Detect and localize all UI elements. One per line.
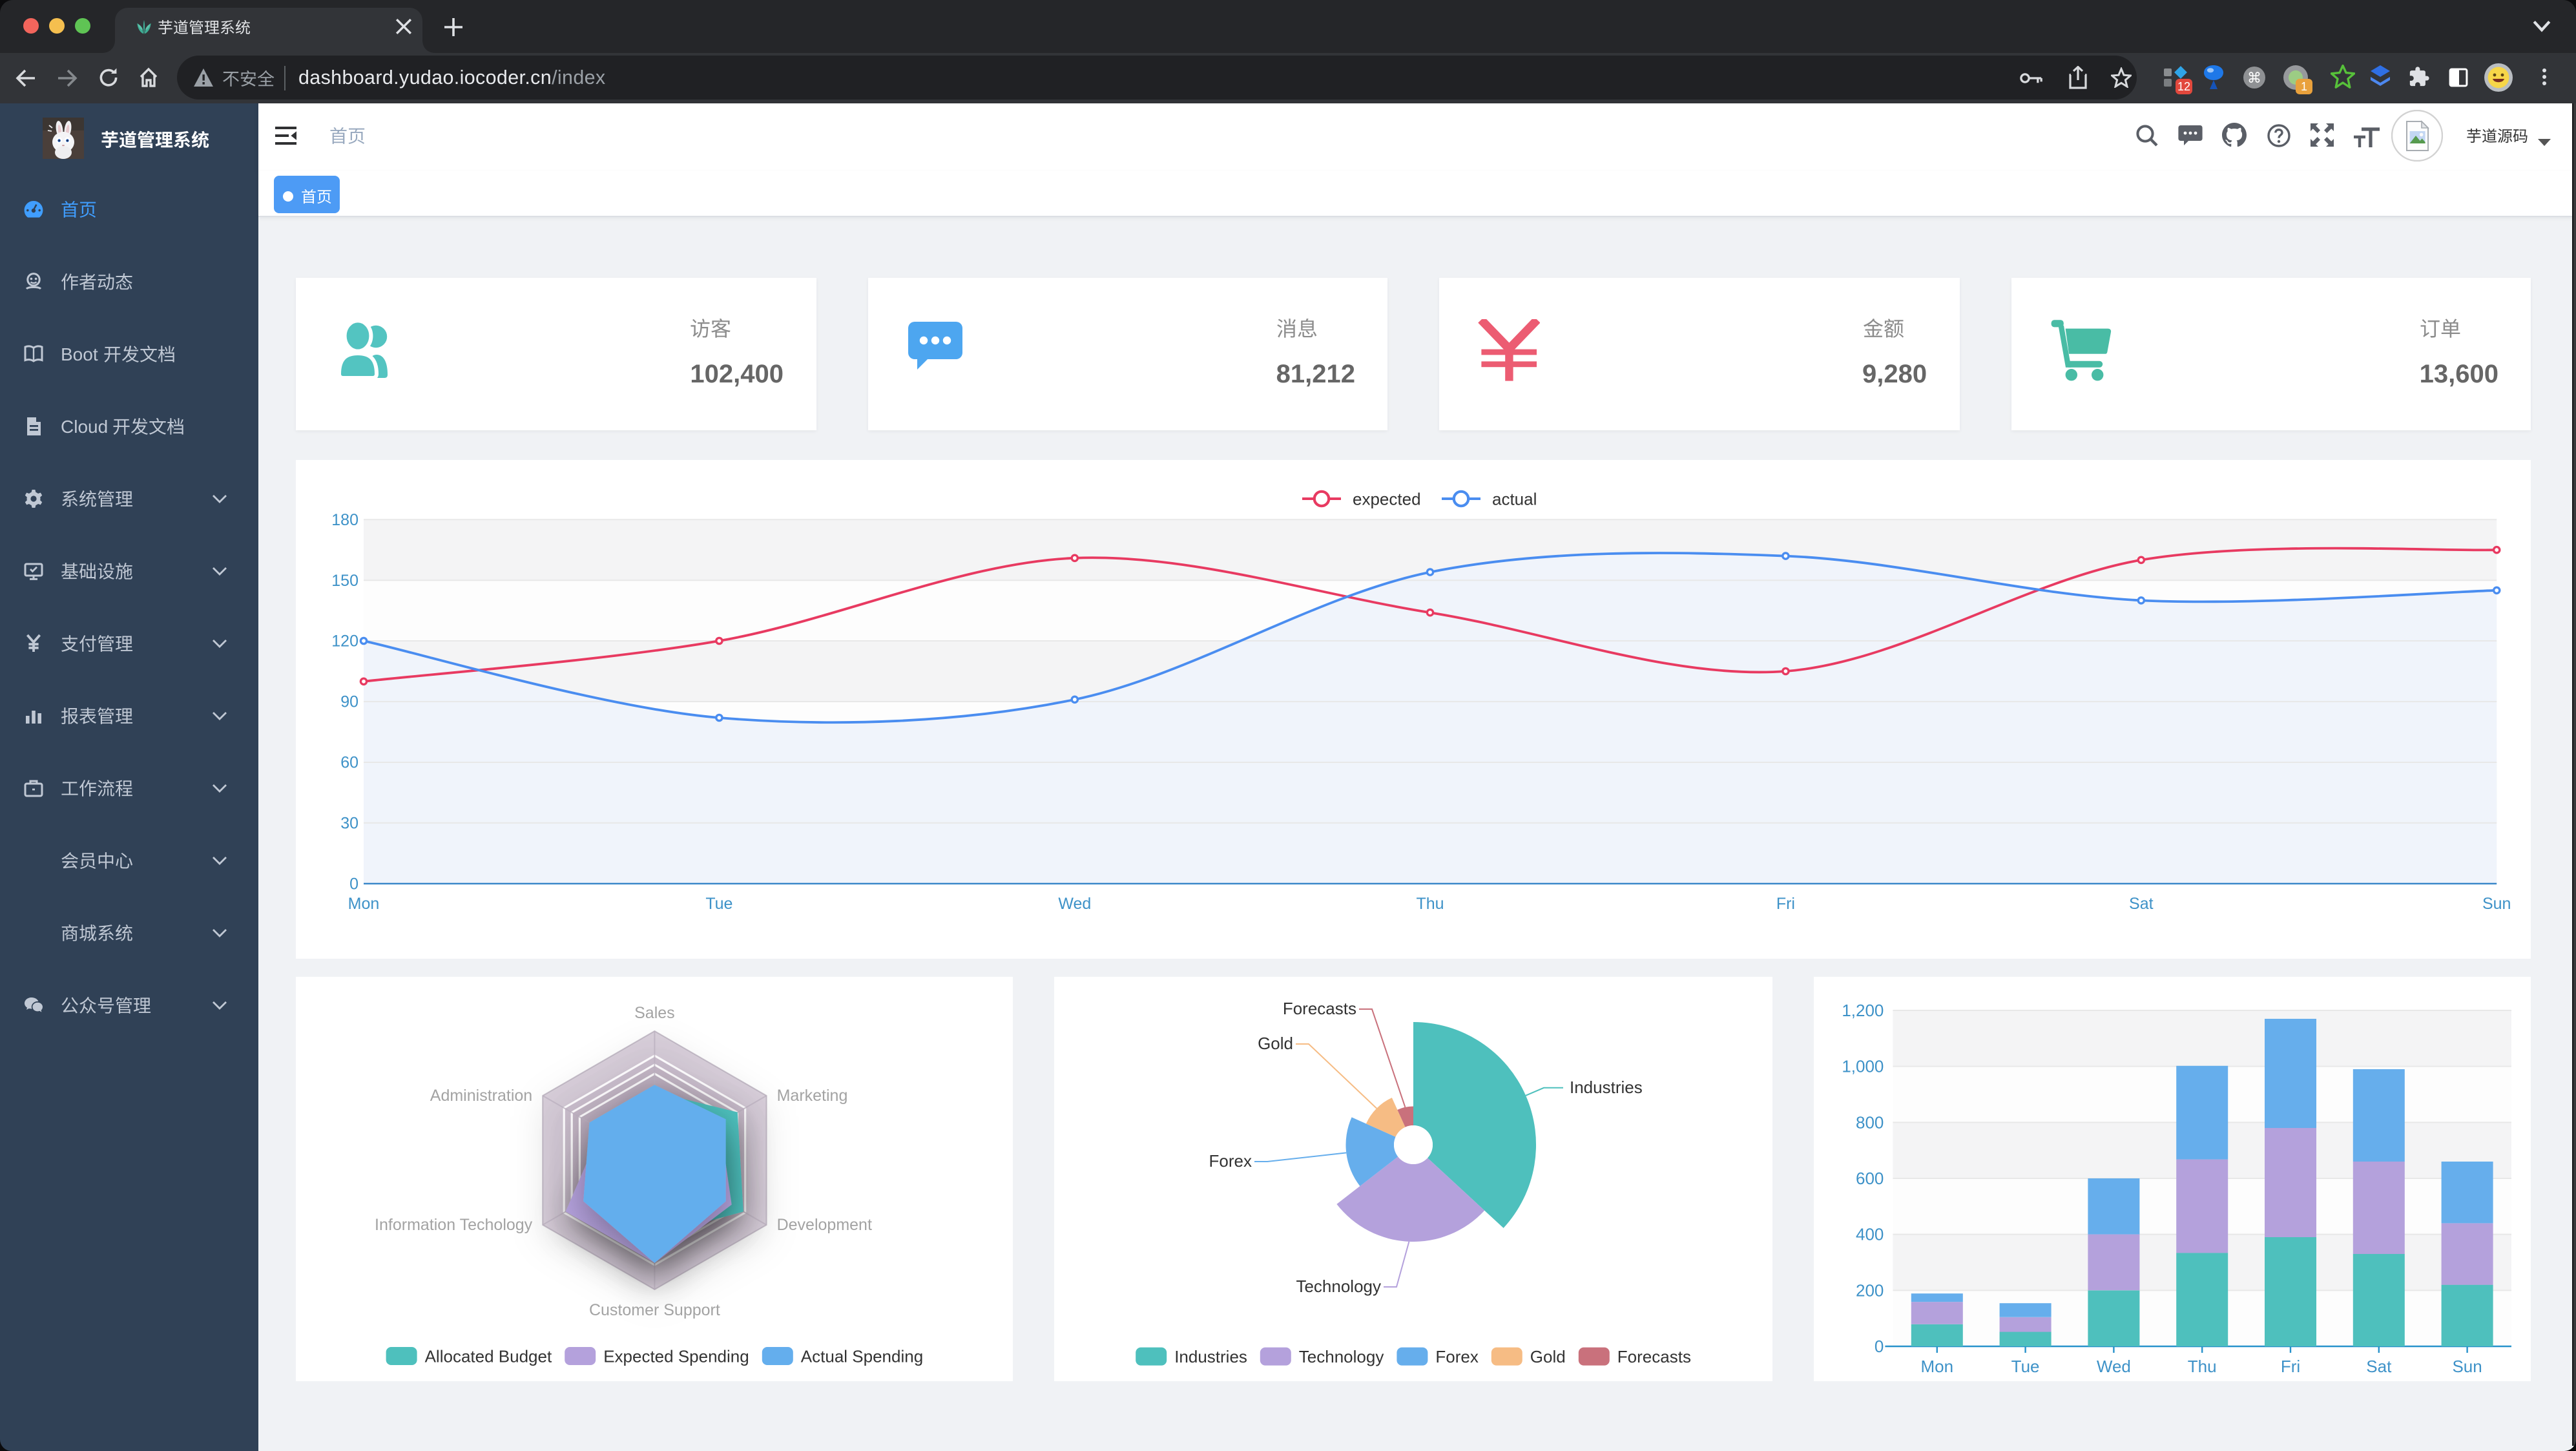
svg-text:Industries: Industries <box>1174 1347 1247 1366</box>
svg-text:0: 0 <box>349 875 358 893</box>
svg-text:Forex: Forex <box>1209 1151 1252 1171</box>
svg-text:Actual Spending: Actual Spending <box>801 1346 923 1366</box>
svg-text:Industries: Industries <box>1570 1078 1643 1097</box>
svg-text:Mon: Mon <box>348 895 380 913</box>
svg-text:Thu: Thu <box>2188 1357 2217 1376</box>
svg-text:Forecasts: Forecasts <box>1283 999 1356 1018</box>
svg-text:60: 60 <box>340 754 358 772</box>
svg-text:150: 150 <box>331 572 358 590</box>
svg-text:Marketing: Marketing <box>777 1087 848 1105</box>
svg-text:200: 200 <box>1856 1280 1884 1300</box>
svg-text:Allocated Budget: Allocated Budget <box>425 1346 552 1366</box>
svg-text:1,200: 1,200 <box>1842 1001 1884 1020</box>
svg-text:Wed: Wed <box>1058 895 1091 913</box>
svg-text:Thu: Thu <box>1416 895 1444 913</box>
svg-text:expected: expected <box>1353 489 1421 508</box>
svg-text:Development: Development <box>777 1216 872 1234</box>
svg-text:Sat: Sat <box>2366 1357 2392 1376</box>
svg-text:Sun: Sun <box>2452 1357 2482 1376</box>
svg-text:180: 180 <box>331 511 358 529</box>
svg-text:1,000: 1,000 <box>1842 1057 1884 1076</box>
svg-text:Technology: Technology <box>1299 1347 1384 1366</box>
svg-text:600: 600 <box>1856 1169 1884 1188</box>
svg-text:Customer Support: Customer Support <box>589 1301 720 1319</box>
svg-text:Sun: Sun <box>2482 895 2511 913</box>
svg-text:Technology: Technology <box>1296 1277 1381 1296</box>
svg-text:30: 30 <box>340 814 358 832</box>
svg-text:Sat: Sat <box>2129 895 2154 913</box>
svg-text:0: 0 <box>1875 1337 1884 1356</box>
svg-text:Gold: Gold <box>1530 1347 1566 1366</box>
svg-text:⌘: ⌘ <box>2247 70 2261 86</box>
svg-text:Fri: Fri <box>1776 895 1795 913</box>
svg-text:Mon: Mon <box>1921 1357 1954 1376</box>
svg-text:120: 120 <box>331 632 358 651</box>
svg-text:Forex: Forex <box>1435 1347 1478 1366</box>
svg-text:Gold: Gold <box>1258 1034 1293 1053</box>
svg-text:actual: actual <box>1492 489 1537 508</box>
svg-text:Administration: Administration <box>430 1087 532 1105</box>
svg-text:Forecasts: Forecasts <box>1617 1347 1691 1366</box>
svg-text:Expected Spending: Expected Spending <box>603 1346 749 1366</box>
svg-text:Tue: Tue <box>705 895 732 913</box>
svg-text:Fri: Fri <box>2281 1357 2300 1376</box>
svg-text:Tue: Tue <box>2011 1357 2040 1376</box>
svg-text:Information Techology: Information Techology <box>375 1216 533 1234</box>
svg-text:400: 400 <box>1856 1225 1884 1244</box>
svg-text:800: 800 <box>1856 1112 1884 1132</box>
svg-text:Wed: Wed <box>2097 1357 2131 1376</box>
svg-text:Sales: Sales <box>634 1004 675 1022</box>
svg-text:90: 90 <box>340 693 358 711</box>
